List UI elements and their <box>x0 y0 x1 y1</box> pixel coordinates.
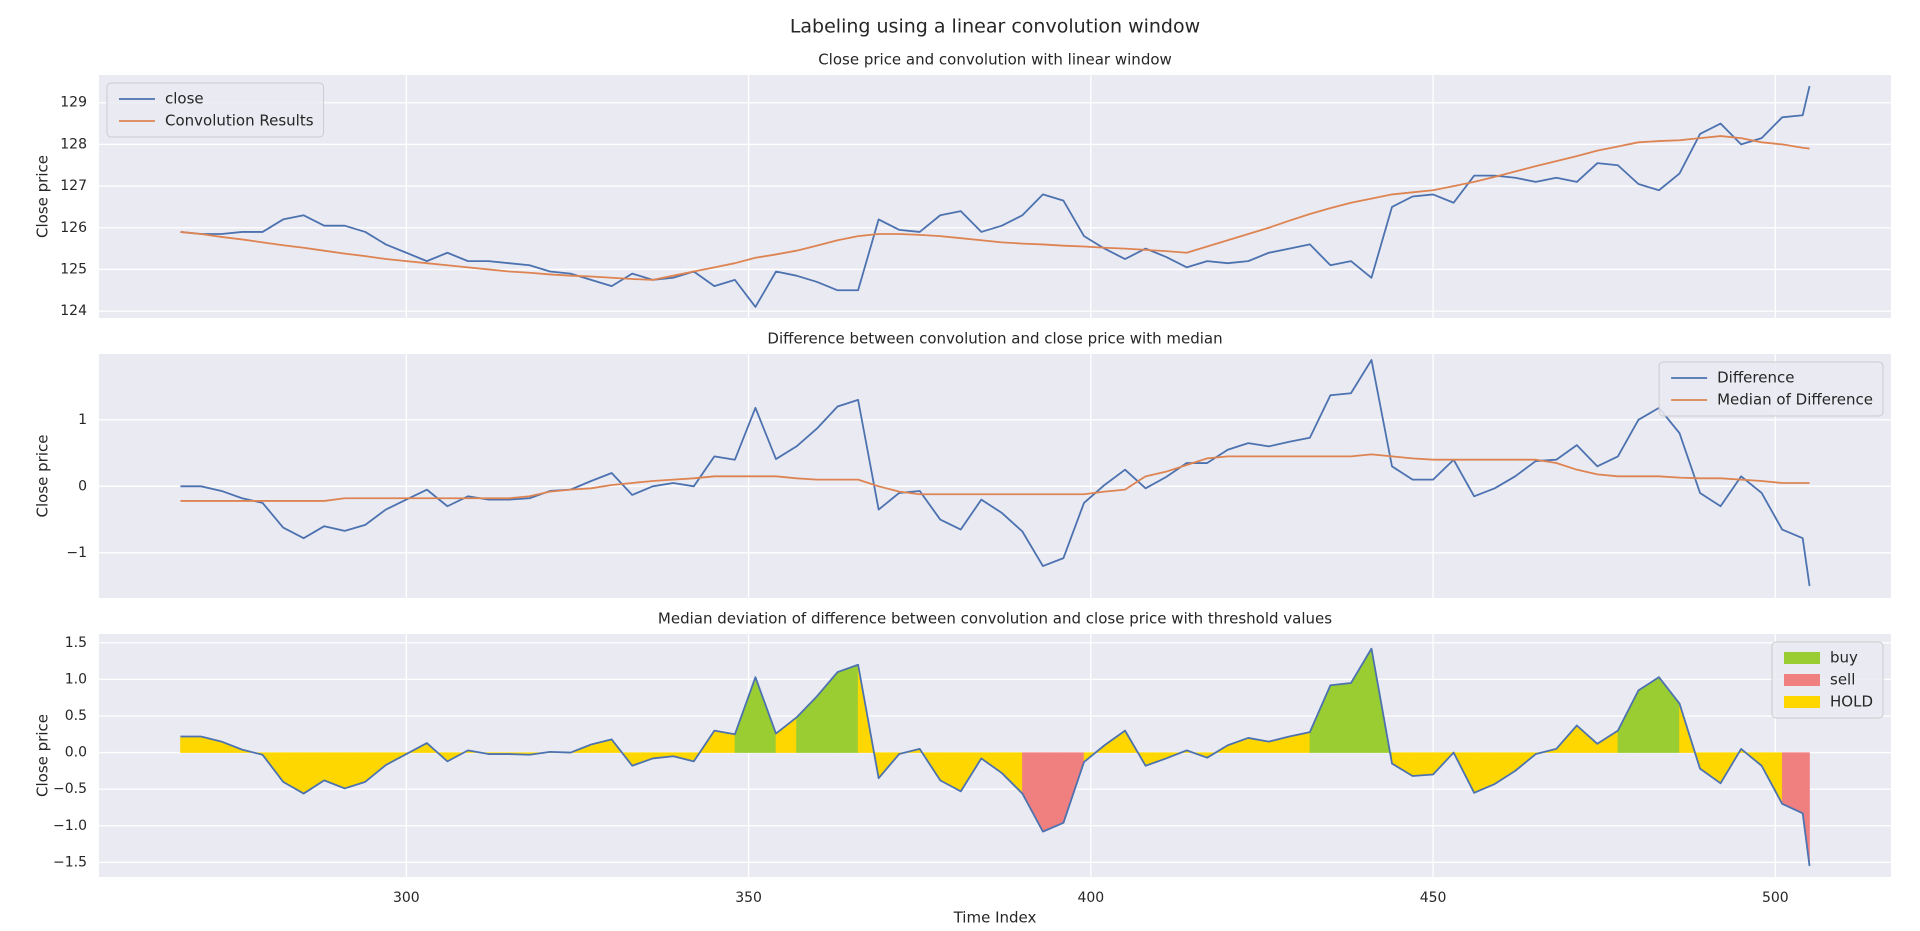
y-axis-label: Close price <box>34 714 52 797</box>
y-tick-label: 0.0 <box>65 745 87 761</box>
subplot-title: Difference between convolution and close… <box>767 330 1222 348</box>
y-tick-label: 128 <box>60 136 87 152</box>
fill-segment <box>837 664 859 753</box>
legend-swatch <box>1784 652 1820 664</box>
legend-swatch <box>1784 696 1820 708</box>
legend-label: close <box>165 90 204 108</box>
x-axis-label: Time Index <box>953 909 1037 927</box>
deviation-line <box>180 647 1811 867</box>
x-tick-label: 400 <box>1077 890 1104 906</box>
legend-box <box>106 82 325 138</box>
y-tick-label: 126 <box>60 220 87 236</box>
series-line <box>180 453 1810 502</box>
legend: close Convolution Results <box>106 82 325 138</box>
y-tick-label: −1 <box>66 545 87 561</box>
y-tick-label: 0 <box>78 478 87 494</box>
legend-label: HOLD <box>1830 693 1873 711</box>
subplot-title: Close price and convolution with linear … <box>818 51 1172 69</box>
legend-swatch <box>1784 674 1820 686</box>
legend-label: Convolution Results <box>165 112 314 130</box>
y-tick-label: 1 <box>78 412 87 428</box>
y-tick-label: −1.0 <box>53 818 87 834</box>
legend-label: sell <box>1830 671 1855 689</box>
x-tick-label: 450 <box>1420 890 1447 906</box>
legend-label: buy <box>1830 649 1858 667</box>
plot-area <box>99 354 1891 598</box>
plot-marks <box>180 85 1811 308</box>
fill-segment <box>1802 752 1810 867</box>
legend-label: Difference <box>1717 369 1794 387</box>
fill-segment <box>1042 752 1064 832</box>
legend-label: Median of Difference <box>1717 391 1873 409</box>
figure-title: Labeling using a linear convolution wind… <box>790 16 1200 38</box>
y-tick-label: 1.5 <box>65 635 87 651</box>
y-tick-label: 127 <box>60 178 87 194</box>
plot-area <box>99 75 1891 318</box>
legend: Difference Median of Difference <box>1658 361 1884 417</box>
fill-segment <box>1781 752 1803 814</box>
y-tick-label: −0.5 <box>53 781 87 797</box>
fill-segment <box>1330 682 1352 753</box>
x-tick-label: 350 <box>735 890 762 906</box>
legend: buy sell HOLD <box>1771 641 1884 719</box>
y-tick-label: 0.5 <box>65 708 87 724</box>
y-tick-label: 129 <box>60 95 87 111</box>
fill-segment <box>180 736 202 753</box>
subplot-title: Median deviation of difference between c… <box>658 610 1332 628</box>
series-line <box>180 359 1811 587</box>
plot-marks <box>180 647 1811 867</box>
fill-segment <box>1412 752 1434 777</box>
y-tick-label: −1.5 <box>53 854 87 870</box>
series-line <box>180 135 1810 281</box>
y-tick-label: 124 <box>60 303 87 319</box>
y-tick-label: 1.0 <box>65 671 87 687</box>
y-axis-label: Close price <box>34 155 52 238</box>
legend-box <box>1658 361 1884 417</box>
x-tick-label: 300 <box>393 890 420 906</box>
y-tick-label: 125 <box>60 261 87 277</box>
series-line <box>180 85 1811 308</box>
plot-marks <box>180 359 1811 587</box>
y-axis-label: Close price <box>34 435 52 518</box>
x-tick-label: 500 <box>1762 890 1789 906</box>
